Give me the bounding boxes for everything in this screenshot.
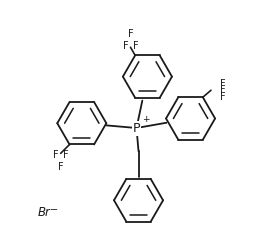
Text: F: F xyxy=(53,149,58,160)
Text: F: F xyxy=(63,149,69,160)
Text: −: − xyxy=(50,205,58,215)
Text: +: + xyxy=(143,115,150,124)
Text: F: F xyxy=(123,41,128,51)
Text: F: F xyxy=(128,29,133,39)
Text: P: P xyxy=(133,121,140,134)
Text: Br: Br xyxy=(37,206,50,219)
Text: F: F xyxy=(58,162,64,172)
Text: F: F xyxy=(220,92,225,102)
Text: F: F xyxy=(220,79,225,89)
Text: F: F xyxy=(220,85,225,95)
Text: F: F xyxy=(133,41,138,51)
